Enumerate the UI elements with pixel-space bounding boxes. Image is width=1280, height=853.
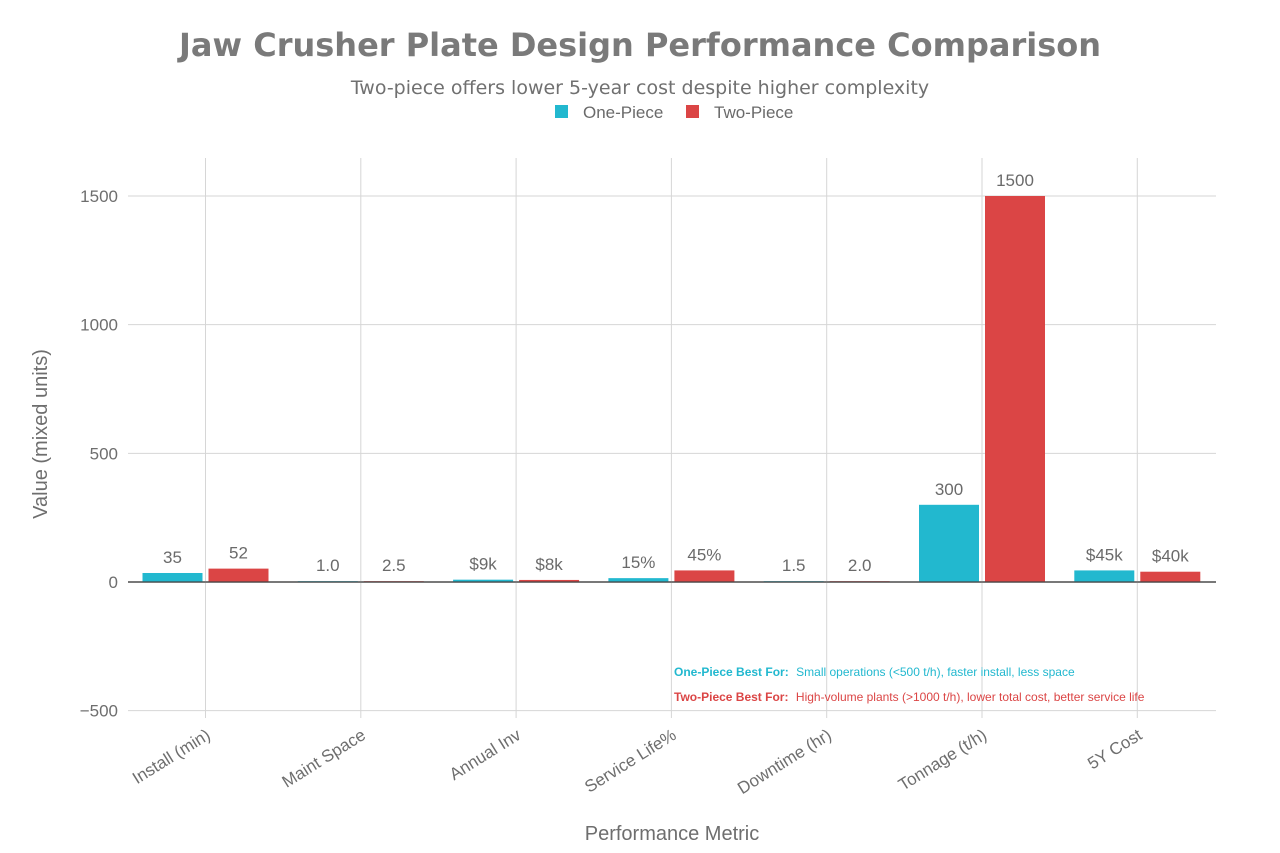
bar-value-label: 1.5 bbox=[782, 556, 806, 575]
legend-label-two-piece: Two-Piece bbox=[714, 103, 793, 122]
x-axis-title: Performance Metric bbox=[585, 823, 760, 845]
y-axis-ticks: −500 0 500 1000 1500 bbox=[80, 187, 118, 721]
legend: One-Piece Two-Piece bbox=[555, 103, 793, 122]
legend-swatch-two-piece bbox=[686, 105, 699, 118]
y-tick-label: −500 bbox=[80, 702, 118, 721]
annotation-two-piece-label: Two-Piece Best For: bbox=[674, 690, 788, 704]
bar-value-label: $9k bbox=[469, 555, 497, 574]
annotation-two-piece: Two-Piece Best For: High-volume plants (… bbox=[674, 688, 1145, 705]
bar-value-label: $40k bbox=[1152, 547, 1189, 566]
chart-title: Jaw Crusher Plate Design Performance Com… bbox=[177, 26, 1101, 64]
x-tick-label: Maint Space bbox=[279, 725, 369, 791]
bar-two-piece bbox=[985, 196, 1045, 582]
bar-two-piece bbox=[519, 579, 580, 582]
legend-swatch-one-piece bbox=[555, 105, 568, 118]
x-tick-label: Service Life% bbox=[581, 725, 679, 796]
bars bbox=[128, 196, 1216, 583]
bar-value-label: 1500 bbox=[996, 171, 1034, 190]
x-axis-ticks: Install (min) Maint Space Annual Inv Servic… bbox=[129, 725, 1146, 798]
bar-one-piece bbox=[142, 572, 203, 582]
bar-value-label: $8k bbox=[535, 555, 563, 574]
y-axis-title: Value (mixed units) bbox=[30, 349, 52, 519]
bar-two-piece bbox=[1140, 571, 1201, 582]
bar-one-piece bbox=[608, 578, 669, 582]
annotation-one-piece: One-Piece Best For: Small operations (<5… bbox=[674, 663, 1075, 680]
x-tick-label: Tonnage (t/h) bbox=[895, 725, 990, 794]
bar-value-label: 45% bbox=[687, 545, 721, 564]
chart-subtitle: Two-piece offers lower 5-year cost despi… bbox=[350, 77, 929, 99]
bar-value-label: $45k bbox=[1086, 545, 1123, 564]
annotation-one-piece-text: Small operations (<500 t/h), faster inst… bbox=[796, 665, 1075, 679]
bar-value-label: 300 bbox=[935, 480, 963, 499]
annotation-one-piece-label: One-Piece Best For: bbox=[674, 665, 789, 679]
y-tick-label: 1000 bbox=[80, 316, 118, 335]
bar-value-label: 2.0 bbox=[848, 556, 872, 575]
bar-value-label: 35 bbox=[163, 548, 182, 567]
y-tick-label: 1500 bbox=[80, 187, 118, 206]
legend-label-one-piece: One-Piece bbox=[583, 103, 663, 122]
x-tick-label: Install (min) bbox=[129, 725, 214, 788]
bar-one-piece bbox=[453, 579, 514, 582]
annotations: One-Piece Best For: Small operations (<5… bbox=[674, 663, 1145, 705]
bar-one-piece bbox=[919, 504, 979, 582]
x-tick-label: 5Y Cost bbox=[1084, 725, 1145, 773]
bar-two-piece bbox=[208, 568, 269, 582]
bar-labels: 35 1.0 $9k 15% 1.5 300 $45k 52 2.5 $8k 45% 2.0 1500 $… bbox=[163, 171, 1189, 575]
annotation-two-piece-text: High-volume plants (>1000 t/h), lower to… bbox=[796, 690, 1145, 704]
gridlines bbox=[128, 158, 1216, 718]
bar-two-piece bbox=[674, 570, 735, 582]
bar-value-label: 15% bbox=[621, 553, 655, 572]
bar-value-label: 2.5 bbox=[382, 556, 406, 575]
bar-value-label: 52 bbox=[229, 544, 248, 563]
x-tick-label: Downtime (hr) bbox=[734, 725, 835, 798]
bar-value-label: 1.0 bbox=[316, 556, 340, 575]
bar-one-piece bbox=[1074, 570, 1135, 582]
x-tick-label: Annual Inv bbox=[446, 725, 525, 784]
y-tick-label: 0 bbox=[109, 573, 118, 592]
y-tick-label: 500 bbox=[90, 444, 118, 463]
